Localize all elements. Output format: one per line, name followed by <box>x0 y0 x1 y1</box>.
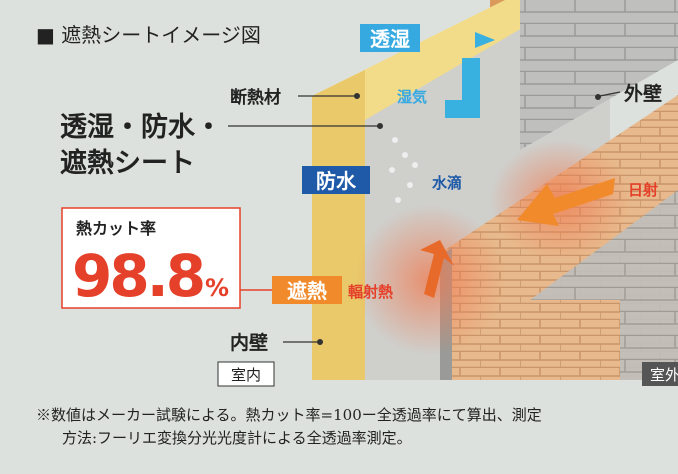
stat-unit: % <box>205 274 229 302</box>
label: 室内 <box>231 366 261 384</box>
label: 室外 <box>650 366 678 384</box>
diagram: ■ 遮熱シートイメージ図 透湿 断熱材 湿気 外壁 透湿・防水・ 遮熱シート 防… <box>0 0 678 474</box>
insulation-edge <box>312 70 365 380</box>
label: 遮熱 <box>287 279 327 303</box>
label: 遮熱シート <box>60 147 195 179</box>
stat-label: 熱カット率 <box>76 219 156 238</box>
footnote: ※数値はメーカー試験による。熱カット率=100ー全透過率にて算出、測定 <box>36 406 542 424</box>
stat-value: 98.8 <box>72 242 203 310</box>
label: 内壁 <box>230 331 268 354</box>
title: ■ 遮熱シートイメージ図 <box>36 23 261 47</box>
label: 輻射熱 <box>348 283 393 301</box>
label: 透湿・防水・ <box>60 112 222 143</box>
page: ■ 遮熱シートイメージ図 透湿 断熱材 湿気 外壁 透湿・防水・ 遮熱シート 防… <box>0 0 678 474</box>
label: 透湿 <box>370 27 410 51</box>
label: 断熱材 <box>230 87 281 108</box>
label: 水滴 <box>432 174 462 192</box>
label: 外壁 <box>624 82 662 105</box>
label: 湿気 <box>397 88 427 106</box>
footnote: 方法:フーリエ変換分光光度計による全透過率測定。 <box>62 429 412 447</box>
label: 防水 <box>316 169 357 193</box>
label: 日射 <box>628 181 658 199</box>
